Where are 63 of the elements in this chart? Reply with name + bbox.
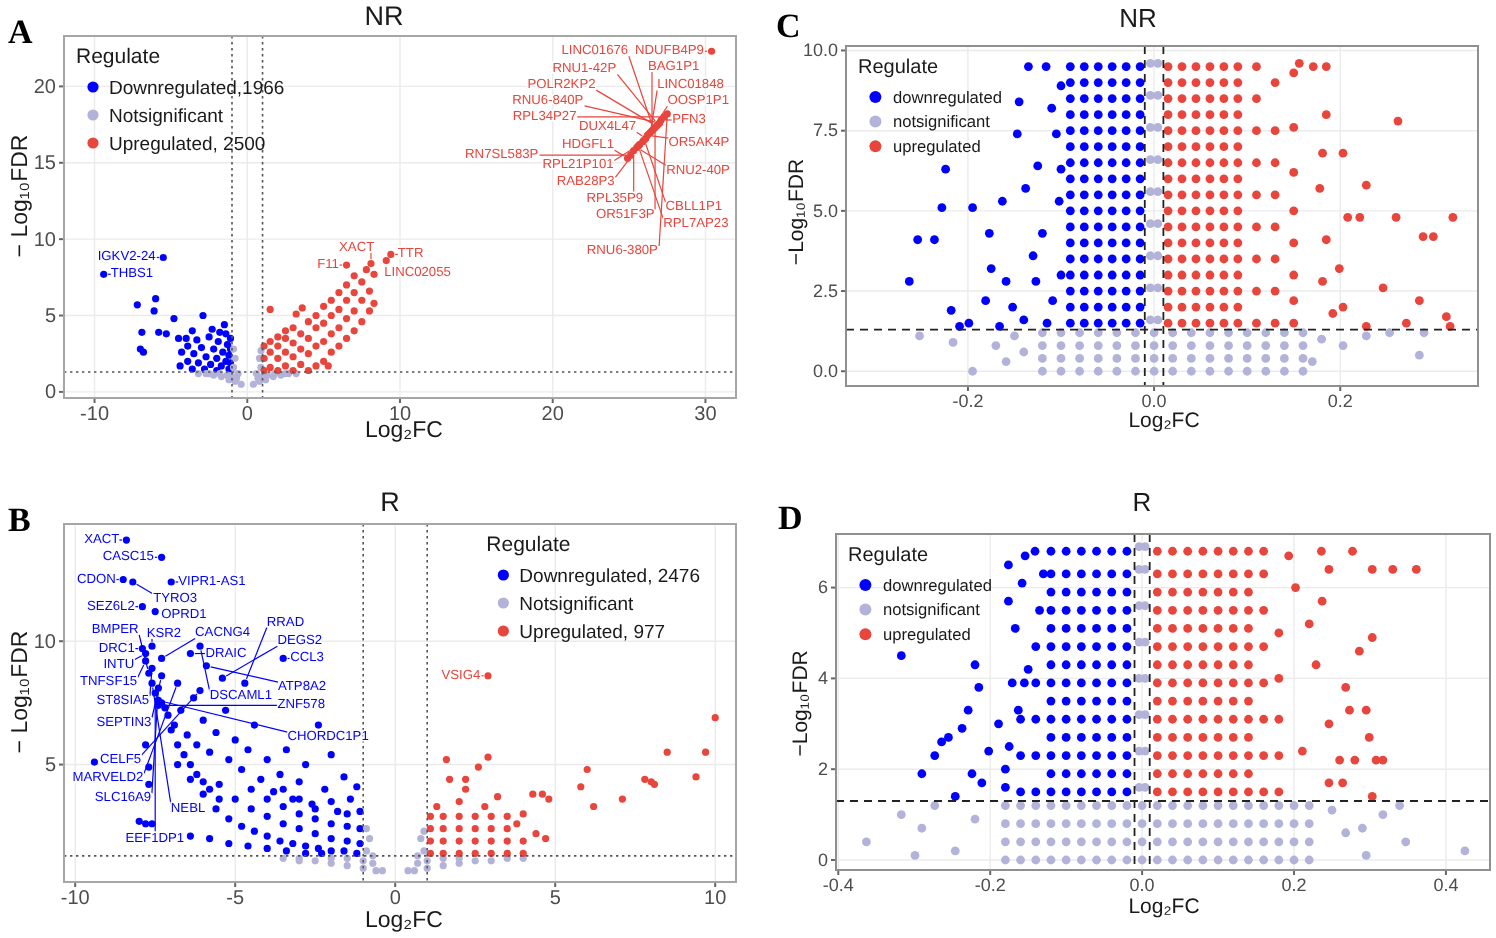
x-tick-label: 0.4 [1433, 874, 1459, 895]
y-tick-label: 2 [817, 758, 828, 779]
legend-label: Notsignificant [109, 105, 224, 128]
legend-label: Upregulated, 977 [519, 621, 666, 644]
y-axis-title: −Log₁₀FDR [789, 649, 813, 757]
y-tick-label: 5 [44, 754, 57, 777]
legend-label: upregulated [883, 624, 972, 645]
y-tick-label: 10 [33, 631, 57, 654]
x-tick-label: 0 [241, 404, 254, 427]
x-tick-label: 0.2 [1327, 390, 1353, 411]
x-axis-title: Log₂FC [365, 908, 443, 933]
x-tick-label: 0.0 [1141, 390, 1167, 411]
chart-title: NR [1119, 2, 1157, 33]
x-tick-label: 5 [549, 888, 562, 911]
legend-label: upregulated [893, 136, 982, 157]
y-tick-label: 6 [817, 577, 828, 598]
y-tick-label: 15 [33, 153, 57, 176]
chart-title: R [1132, 487, 1152, 518]
chart-title: NR [364, 1, 404, 32]
x-tick-label: 20 [541, 404, 565, 427]
y-tick-label: 10 [33, 229, 57, 252]
x-tick-label: 0 [389, 888, 402, 911]
y-tick-label: 20 [33, 76, 57, 99]
x-tick-label: 0.2 [1281, 874, 1307, 895]
y-tick-label: 5.0 [812, 200, 838, 221]
x-tick-label: -10 [60, 888, 91, 911]
text: D [778, 498, 803, 537]
legend-label: notsignificant [893, 111, 992, 132]
x-tick-label: -0.2 [974, 874, 1006, 895]
y-tick-label: 0.0 [812, 361, 838, 382]
legend-title: Regulate [76, 45, 161, 69]
y-axis-title: − Log₁₀FDR [9, 134, 33, 258]
legend-title: Regulate [486, 533, 571, 557]
y-axis-title: −Log₁₀FDR [785, 158, 809, 266]
legend-label: Notsignificant [519, 593, 635, 616]
x-tick-label: 10 [704, 888, 728, 911]
legend-label: Upregulated, 2500 [109, 133, 266, 156]
legend-label: Downregulated, 2476 [519, 565, 700, 588]
text: C [776, 6, 801, 45]
x-tick-label: -0.2 [952, 390, 984, 411]
legend-label: notsignificant [883, 599, 982, 620]
legend-label: downregulated [893, 86, 1003, 107]
legend-title: Regulate [858, 57, 939, 80]
legend-title: Regulate [848, 545, 929, 568]
x-tick-label: 0.0 [1129, 874, 1155, 895]
x-tick-label: -10 [80, 404, 110, 427]
y-axis-title: − Log₁₀FDR [9, 630, 33, 754]
x-axis-title: Log₂FC [1128, 408, 1201, 433]
y-tick-label: 10.0 [802, 40, 838, 61]
x-tick-label: -5 [226, 888, 245, 911]
legend-label: Downregulated,1966 [109, 77, 285, 100]
chart-title: R [380, 487, 401, 518]
y-tick-label: 4 [817, 668, 828, 689]
y-tick-label: 0 [817, 849, 828, 870]
legend-label: downregulated [883, 574, 993, 595]
y-tick-label: 2.5 [812, 280, 838, 301]
x-tick-label: 30 [694, 404, 718, 427]
text: A [8, 13, 34, 51]
y-tick-label: 5 [44, 305, 57, 328]
text: B [8, 501, 31, 540]
x-tick-label: -0.4 [822, 874, 854, 895]
x-axis-title: Log₂FC [1128, 895, 1201, 920]
y-tick-label: 7.5 [812, 120, 838, 141]
